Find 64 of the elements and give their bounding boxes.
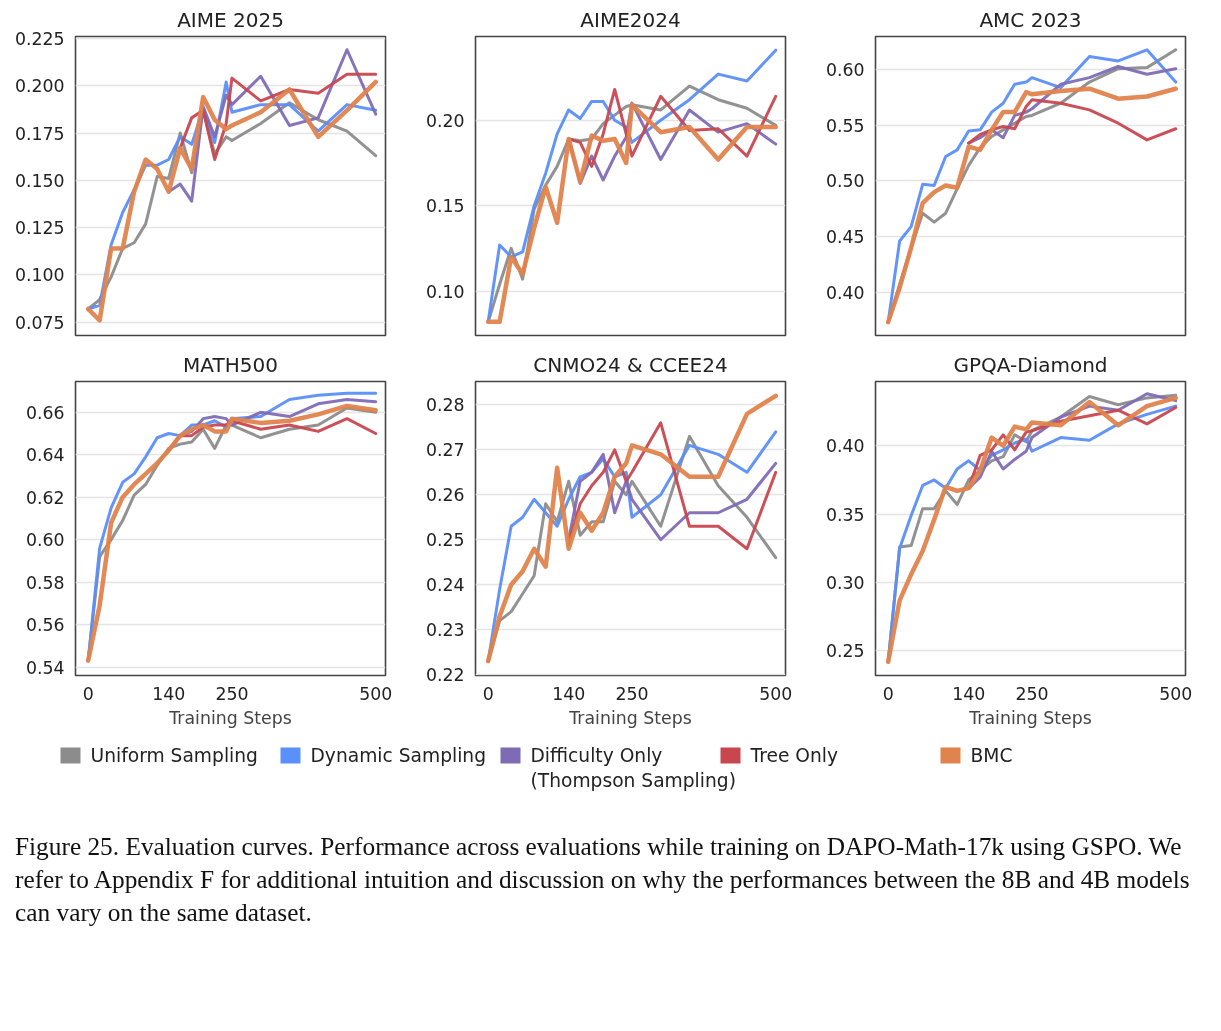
y-tick-label: 0.175	[14, 123, 65, 144]
y-tick-label: 0.64	[25, 445, 65, 466]
y-tick-label: 0.66	[25, 402, 65, 423]
y-tick-label: 0.40	[825, 282, 865, 303]
x-axis-title: Training Steps	[168, 707, 292, 728]
y-tick-label: 0.60	[25, 530, 65, 551]
y-tick-label: 0.50	[825, 171, 865, 192]
x-tick-label: 140	[552, 683, 586, 704]
y-tick-label: 0.54	[25, 657, 65, 678]
legend-label: Uniform Sampling	[90, 744, 258, 766]
line-series	[567, 421, 778, 551]
legend-label: Dynamic Sampling	[310, 744, 487, 766]
y-tick-label: 0.25	[825, 641, 865, 662]
y-tick-label: 0.58	[25, 572, 65, 593]
y-tick-label: 0.30	[825, 573, 865, 594]
y-tick-label: 0.100	[14, 265, 65, 286]
y-tick-label: 0.56	[25, 615, 65, 636]
caption: Figure 25. Evaluation curves. Performance across evaluations while training on DAPO-Math-17k using GSPO. We refer to Appendix F for additional intuition and discussion on why the performances between the 8B and 4B models can vary on the same dataset.	[15, 831, 1191, 928]
y-tick-label: 0.62	[25, 487, 65, 508]
chart-title: CNMO24 & CCEE24	[533, 352, 728, 377]
x-tick-label: 140	[152, 683, 186, 704]
x-axis-title: Training Steps	[968, 707, 1092, 728]
y-tick-label: 0.22	[425, 665, 465, 686]
y-tick-label: 0.55	[825, 115, 865, 136]
x-tick-label: 500	[759, 683, 793, 704]
chart-title: GPQA-Diamond	[953, 352, 1108, 377]
x-tick-label: 0	[482, 683, 494, 704]
x-tick-label: 250	[615, 683, 649, 704]
x-tick-label: 250	[1015, 683, 1049, 704]
y-tick-label: 0.200	[14, 76, 65, 97]
y-tick-label: 0.075	[14, 312, 65, 333]
x-tick-label: 140	[952, 683, 986, 704]
y-tick-label: 0.40	[825, 436, 865, 457]
x-tick-label: 0	[82, 683, 94, 704]
y-tick-label: 0.10	[425, 281, 465, 302]
x-tick-label: 0	[882, 683, 894, 704]
chart-title: AIME2024	[580, 7, 681, 32]
line-series	[567, 452, 778, 542]
legend-label: Tree Only	[749, 744, 839, 766]
y-tick-label: 0.225	[14, 28, 65, 49]
y-tick-label: 0.20	[425, 110, 465, 131]
y-tick-label: 0.25	[425, 530, 465, 551]
x-axis-title: Training Steps	[568, 707, 692, 728]
chart-title: MATH500	[183, 352, 278, 377]
x-tick-label: 500	[1159, 683, 1193, 704]
y-tick-label: 0.24	[425, 575, 465, 596]
y-tick-label: 0.23	[425, 620, 465, 641]
x-tick-label: 500	[359, 683, 393, 704]
y-tick-label: 0.26	[425, 485, 465, 506]
y-tick-label: 0.28	[425, 395, 465, 416]
line-series	[967, 98, 1178, 145]
y-tick-label: 0.35	[825, 504, 865, 525]
y-tick-label: 0.60	[825, 60, 865, 81]
x-tick-label: 250	[215, 683, 249, 704]
legend-label: BMC	[970, 744, 1013, 766]
y-tick-label: 0.125	[14, 218, 65, 239]
line-series	[178, 72, 378, 162]
chart-title: AIME 2025	[177, 7, 284, 32]
y-tick-label: 0.45	[825, 227, 865, 248]
y-tick-label: 0.150	[14, 170, 65, 191]
legend-label: Difficulty Only (Thompson Sampling)	[530, 744, 736, 791]
y-tick-label: 0.27	[425, 440, 465, 461]
chart-title: AMC 2023	[979, 7, 1082, 32]
y-tick-label: 0.15	[425, 196, 465, 217]
